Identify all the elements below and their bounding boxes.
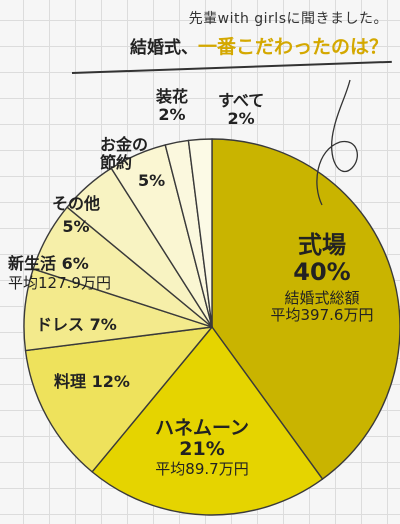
venue-name: 式場 — [298, 231, 346, 259]
dress-value: 7% — [89, 315, 117, 334]
chart-subtitle: 先輩with girlsに聞きました。 — [188, 11, 388, 27]
slice-label-new-life: 新生活 6% 平均127.9万円 — [8, 255, 111, 292]
new-life-note: 平均127.9万円 — [8, 273, 111, 292]
honeymoon-note: 平均89.7万円 — [155, 459, 249, 478]
slice-label-savings: お金の 節約 5% — [100, 136, 165, 190]
savings-value: 5% — [138, 170, 166, 190]
everything-value: 2% — [227, 108, 255, 128]
everything-name: すべて — [218, 91, 265, 110]
slice-label-honeymoon: ハネムーン 21% 平均89.7万円 — [132, 417, 272, 478]
dress-name: ドレス — [36, 315, 85, 334]
other-value: 5% — [62, 216, 90, 236]
chart-header: 先輩with girlsに聞きました。 結婚式、一番こだわったのは？ — [130, 8, 388, 59]
chart-title-accent: 一番こだわったのは？ — [197, 36, 388, 58]
pie-slice-8 — [187, 138, 213, 328]
new-life-name: 新生活 — [8, 254, 57, 273]
cuisine-value: 12% — [91, 372, 130, 391]
slice-label-dress: ドレス 7% — [36, 316, 117, 334]
slice-label-everything: すべて 2% — [218, 92, 264, 128]
savings-name-2: 節約 — [100, 152, 133, 172]
cuisine-name: 料理 — [54, 372, 87, 391]
pie-slice-0 — [211, 138, 400, 480]
flowers-name: 装花 — [156, 87, 189, 106]
slice-label-cuisine: 料理 12% — [54, 373, 130, 391]
slice-label-flowers: 装花 2% — [156, 88, 188, 124]
leader-curl — [316, 79, 358, 206]
venue-value: 40% — [293, 257, 351, 286]
pie-slice-2 — [24, 326, 213, 473]
pie-slice-1 — [91, 326, 324, 516]
chart-title-prefix: 結婚式、 — [129, 38, 198, 58]
slice-label-other: その他 5% — [52, 195, 100, 236]
venue-note-1: 結婚式総額 — [284, 288, 360, 307]
honeymoon-value: 21% — [179, 438, 225, 461]
chart-title: 結婚式、一番こだわったのは？ — [130, 32, 388, 59]
flowers-value: 2% — [158, 104, 186, 124]
new-life-value: 6% — [61, 254, 89, 273]
venue-note-2: 平均397.6万円 — [270, 305, 374, 324]
savings-name-1: お金の — [100, 135, 149, 154]
slice-label-venue: 式場 40% 結婚式総額 平均397.6万円 — [262, 232, 382, 323]
other-name: その他 — [52, 194, 101, 213]
honeymoon-name: ハネムーン — [154, 417, 250, 439]
